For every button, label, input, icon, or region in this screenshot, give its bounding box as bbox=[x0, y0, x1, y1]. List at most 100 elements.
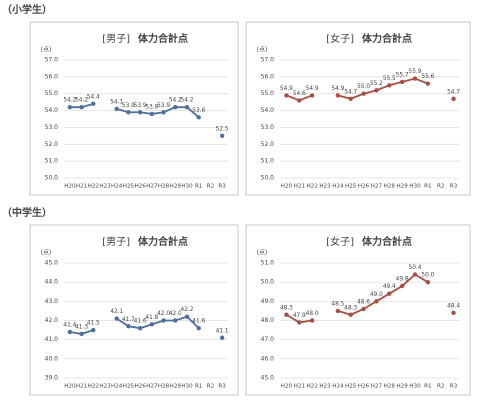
point bbox=[173, 105, 178, 110]
data-label: 41.3 bbox=[75, 324, 88, 330]
x-tick-label: H29 bbox=[396, 384, 408, 390]
x-tick-label: H25 bbox=[123, 184, 135, 190]
point bbox=[114, 106, 119, 112]
point bbox=[451, 96, 456, 101]
y-tick-label: 50.0 bbox=[45, 175, 59, 182]
data-label: 55.7 bbox=[396, 72, 409, 78]
data-label: 53.8 bbox=[145, 104, 158, 110]
y-tick-label: 40.0 bbox=[45, 355, 59, 362]
x-tick-label: H28 bbox=[158, 184, 170, 190]
y-tick-label: 53.0 bbox=[45, 124, 59, 131]
data-label: 41.7 bbox=[122, 317, 135, 323]
point bbox=[137, 325, 143, 331]
x-tick-label: R2 bbox=[437, 184, 444, 190]
panel bbox=[245, 224, 471, 396]
data-label: 52.5 bbox=[216, 126, 229, 132]
chart-title: 体力合計点 bbox=[362, 235, 412, 248]
x-tick-label: H30 bbox=[181, 184, 193, 190]
x-tick-label: H30 bbox=[181, 384, 193, 390]
x-tick-label: R2 bbox=[207, 184, 214, 190]
data-label: 41.1 bbox=[216, 328, 229, 334]
data-label: 54.6 bbox=[293, 91, 306, 97]
x-tick-label: H25 bbox=[123, 384, 135, 390]
point bbox=[412, 76, 418, 81]
point bbox=[184, 314, 190, 319]
point bbox=[173, 318, 178, 323]
data-label: 53.9 bbox=[134, 103, 147, 109]
x-tick-label: H23 bbox=[99, 384, 111, 390]
data-label: 54.2 bbox=[169, 98, 182, 104]
x-tick-label: H29 bbox=[170, 184, 182, 190]
point bbox=[309, 93, 315, 98]
point bbox=[361, 91, 366, 96]
point bbox=[374, 88, 379, 93]
panel bbox=[245, 21, 471, 196]
x-tick-label: H24 bbox=[332, 384, 344, 390]
point bbox=[149, 322, 155, 327]
y-tick-label: 42.0 bbox=[45, 317, 59, 324]
data-label: 49.4 bbox=[383, 284, 396, 290]
x-tick-label: R3 bbox=[218, 384, 226, 390]
x-tick-label: H24 bbox=[332, 184, 344, 190]
data-label: 42.2 bbox=[181, 307, 194, 313]
data-label: 53.6 bbox=[192, 108, 205, 114]
data-label: 42.1 bbox=[110, 309, 123, 315]
data-label: 42.0 bbox=[157, 311, 170, 317]
chart-group: [女子] bbox=[326, 235, 354, 248]
point bbox=[196, 325, 201, 331]
x-tick-label: H28 bbox=[384, 384, 396, 390]
data-label: 54.2 bbox=[181, 98, 194, 104]
y-tick-label: 50.0 bbox=[261, 175, 275, 182]
data-label: 54.1 bbox=[110, 99, 123, 105]
point bbox=[425, 81, 431, 86]
x-tick-label: H23 bbox=[319, 184, 331, 190]
data-label: 54.2 bbox=[75, 98, 88, 104]
data-label: 41.6 bbox=[192, 319, 205, 325]
data-label: 48.6 bbox=[357, 300, 370, 306]
y-tick-label: 54.0 bbox=[45, 107, 59, 114]
x-tick-label: R2 bbox=[207, 384, 214, 390]
y-tick-label: 51.0 bbox=[45, 158, 59, 165]
point bbox=[161, 110, 166, 115]
point bbox=[67, 105, 73, 110]
x-tick-label: H27 bbox=[371, 184, 383, 190]
x-tick-label: H23 bbox=[319, 384, 331, 390]
chart-group: [男子] bbox=[102, 236, 130, 248]
y-unit: (点) bbox=[41, 46, 52, 54]
data-label: 54.9 bbox=[306, 86, 319, 92]
data-label: 53.9 bbox=[122, 103, 135, 109]
x-tick-label: H22 bbox=[88, 384, 99, 390]
data-label: 48.0 bbox=[306, 311, 319, 317]
x-tick-label: H25 bbox=[345, 184, 357, 190]
point bbox=[335, 308, 341, 314]
point bbox=[374, 299, 379, 304]
point bbox=[79, 105, 84, 110]
x-tick-label: H28 bbox=[158, 384, 170, 390]
x-tick-label: H22 bbox=[306, 184, 317, 190]
y-tick-label: 51.0 bbox=[261, 158, 275, 165]
point bbox=[126, 324, 131, 329]
y-tick-label: 57.0 bbox=[261, 57, 275, 64]
x-tick-label: R1 bbox=[424, 184, 432, 190]
chart-group: [女子] bbox=[326, 32, 354, 45]
x-tick-label: H30 bbox=[409, 184, 421, 190]
x-tick-label: H27 bbox=[146, 384, 158, 390]
y-tick-label: 55.0 bbox=[45, 90, 59, 97]
data-label: 48.3 bbox=[280, 305, 293, 311]
y-tick-label: 46.0 bbox=[261, 355, 275, 362]
point bbox=[348, 312, 353, 317]
x-tick-label: H20 bbox=[281, 184, 293, 190]
y-tick-label: 57.0 bbox=[45, 57, 59, 64]
x-tick-label: H22 bbox=[306, 384, 317, 390]
point bbox=[335, 93, 341, 98]
x-tick-label: H26 bbox=[358, 384, 370, 390]
data-label: 55.6 bbox=[421, 74, 434, 80]
y-unit: (点) bbox=[41, 249, 52, 257]
y-unit: (点) bbox=[257, 46, 268, 54]
point bbox=[149, 111, 155, 117]
x-tick-label: H25 bbox=[345, 384, 357, 390]
x-tick-label: H24 bbox=[111, 384, 123, 390]
data-label: 54.7 bbox=[447, 89, 460, 95]
y-tick-label: 47.0 bbox=[261, 336, 275, 343]
